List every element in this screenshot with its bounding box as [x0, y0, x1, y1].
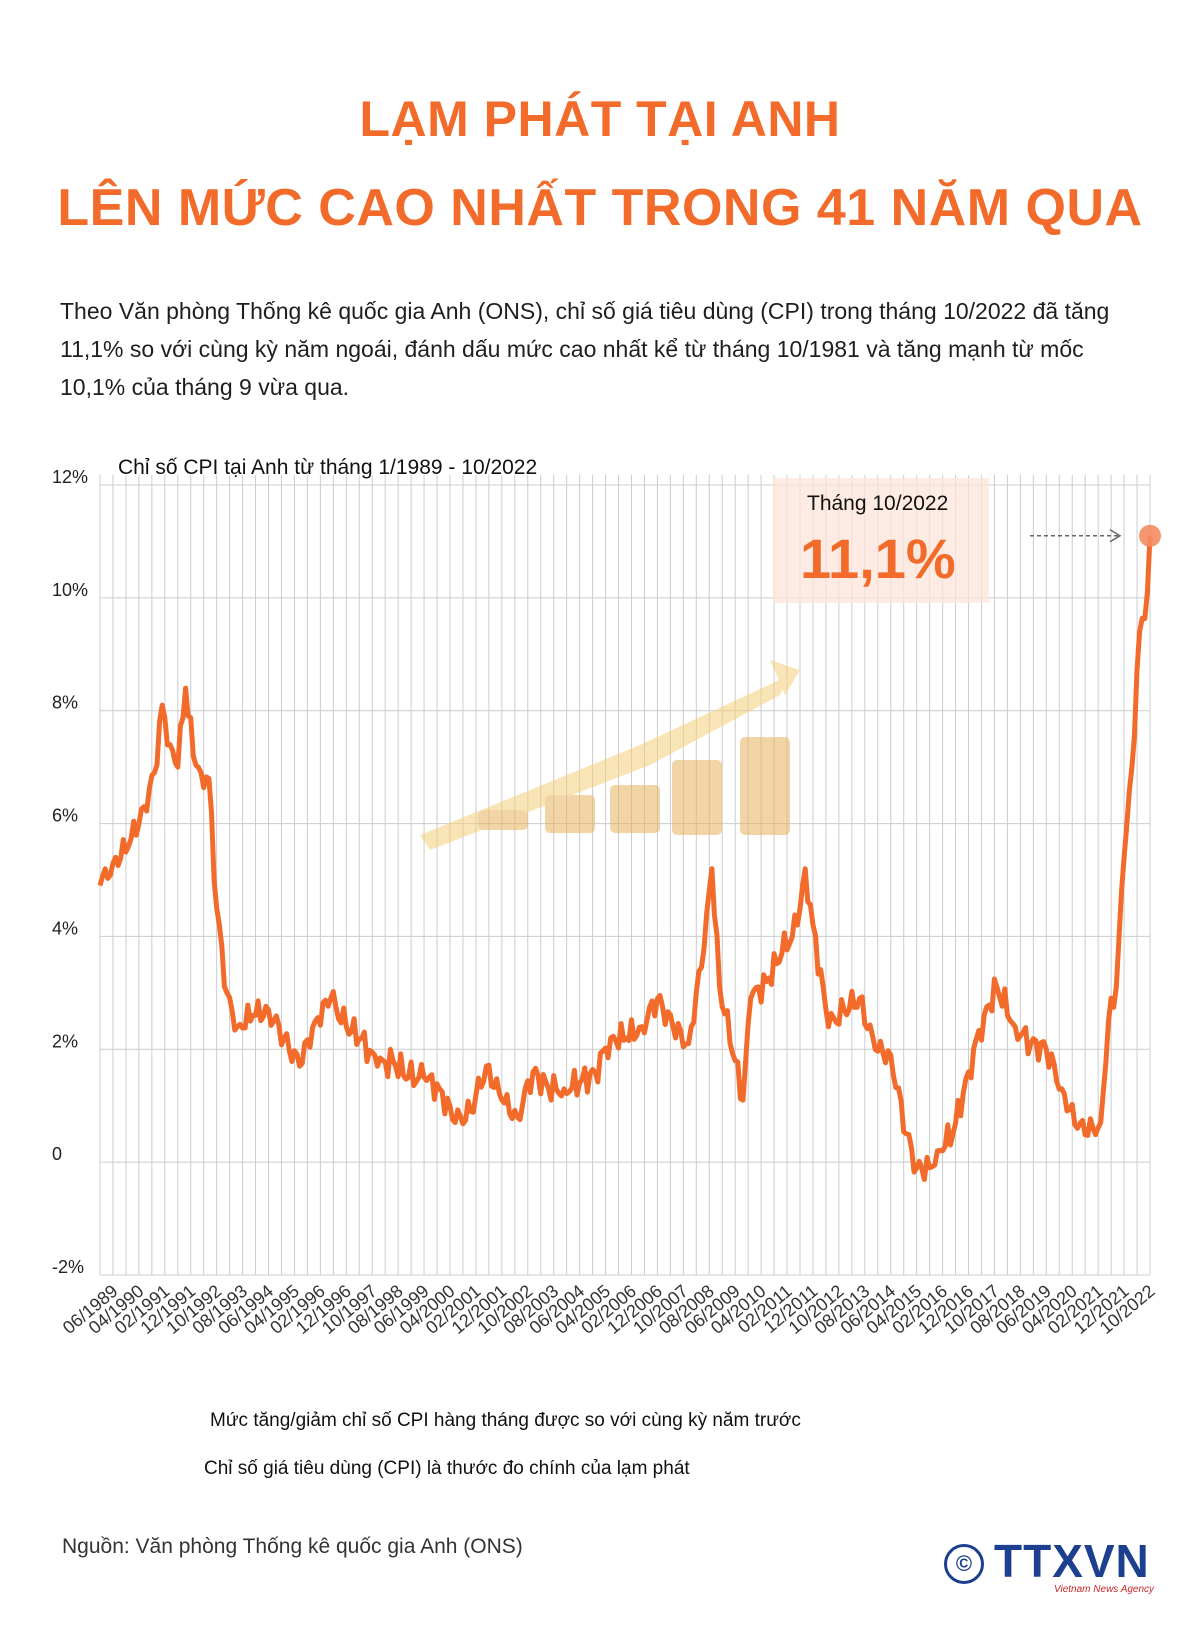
y-axis: 12% 10% 8% 6% 4% 2% 0 -2% — [52, 467, 88, 1277]
note-cpi-definition: Chỉ số giá tiêu dùng (CPI) là thước đo c… — [204, 1458, 690, 1479]
y-tick-label: 10% — [52, 580, 88, 600]
decorative-illustration — [420, 660, 800, 850]
annotation-label: Tháng 10/2022 — [807, 492, 948, 515]
annotation-box — [773, 478, 989, 603]
y-tick-label: 12% — [52, 467, 88, 487]
cpi-line — [97, 535, 1153, 1182]
cpi-series — [97, 524, 1161, 1182]
y-tick-label: -2% — [52, 1257, 84, 1277]
annotation-value: 11,1% — [800, 527, 956, 590]
y-tick-label: 8% — [52, 693, 78, 713]
chart-grid — [99, 475, 1151, 1276]
intro-paragraph: Theo Văn phòng Thống kê quốc gia Anh (ON… — [60, 298, 1110, 400]
copyright-icon: © — [944, 1544, 984, 1584]
ttxvn-logo: © TTXVN Vietnam News Agency — [944, 1535, 1174, 1602]
x-axis: 06/198904/199002/199112/199110/199208/19… — [59, 1281, 1159, 1338]
title-line-2: LÊN MỨC CAO NHẤT TRONG 41 NĂM QUA — [57, 179, 1143, 237]
y-tick-label: 6% — [52, 806, 78, 826]
highlight-point — [1139, 524, 1161, 547]
y-tick-label: 2% — [52, 1031, 78, 1051]
y-tick-label: 0 — [52, 1144, 62, 1164]
logo-tagline: Vietnam News Agency — [1054, 1584, 1155, 1595]
title-line-1: LẠM PHÁT TẠI ANH — [359, 91, 841, 147]
arrow-head-icon — [1109, 529, 1122, 543]
note-yoy: Mức tăng/giảm chỉ số CPI hàng tháng được… — [210, 1410, 801, 1431]
chart-title: Chỉ số CPI tại Anh từ tháng 1/1989 - 10/… — [118, 456, 537, 479]
cpi-line-chart: 12% 10% 8% 6% 4% 2% 0 -2% 06/198904/199002/1991… — [52, 456, 1161, 1338]
y-tick-label: 4% — [52, 918, 78, 938]
logo-name: TTXVN — [994, 1535, 1150, 1587]
source-text: Nguồn: Văn phòng Thống kê quốc gia Anh (… — [62, 1535, 523, 1558]
